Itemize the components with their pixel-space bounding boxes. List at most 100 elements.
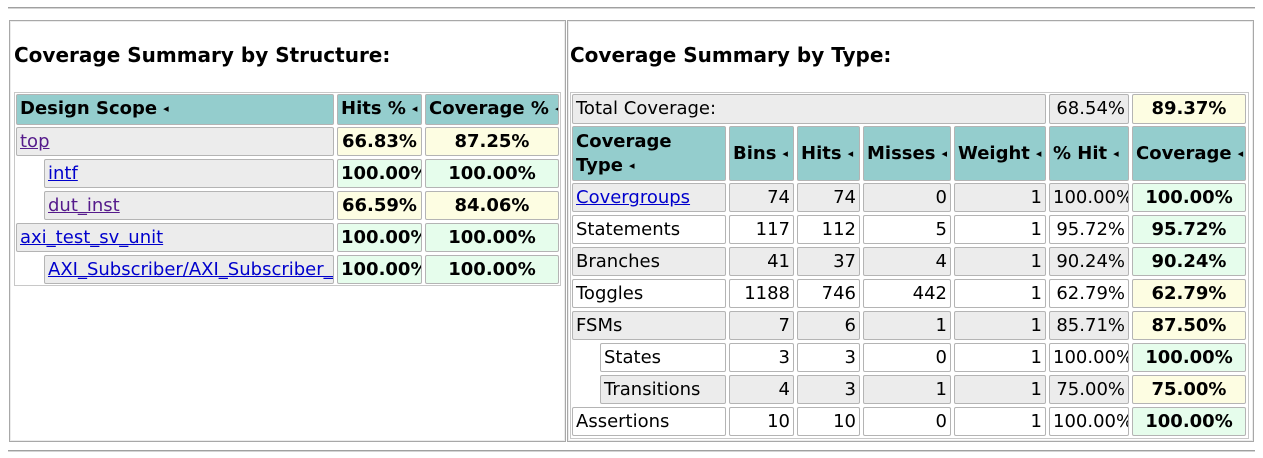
bins-cell: 7 <box>729 311 794 340</box>
weight-cell: 1 <box>954 375 1046 404</box>
type-row-transitions: Transitions <box>600 375 726 404</box>
header-label: Weight <box>958 143 1030 164</box>
misses-cell: 442 <box>863 279 951 308</box>
hits-cell: 74 <box>797 183 860 212</box>
coverage-cell: 87.25% <box>425 127 559 156</box>
hits-cell: 66.59% <box>337 191 422 220</box>
sort-arrow-icon: ◂ <box>163 102 169 115</box>
header-label: % Hit <box>1053 143 1108 164</box>
misses-cell: 4 <box>863 247 951 276</box>
coverage-cell: 84.06% <box>425 191 559 220</box>
design-scope-header[interactable]: Design Scope ◂ <box>16 94 334 125</box>
hits-pct-header[interactable]: Hits % ◂ <box>337 94 422 125</box>
misses-cell: 5 <box>863 215 951 244</box>
hits-cell: 100.00% <box>337 223 422 252</box>
bins-cell: 117 <box>729 215 794 244</box>
scope-row-top: top <box>16 127 334 156</box>
coverage-type-header[interactable]: Coverage Type ◂ <box>572 126 726 181</box>
total-hit-cell: 68.54% <box>1049 94 1129 124</box>
weight-header[interactable]: Weight ◂ <box>954 126 1046 181</box>
coverage-cell: 90.24% <box>1132 247 1246 276</box>
coverage-cell: 100.00% <box>425 255 559 284</box>
coverage-pct-header[interactable]: Coverage % ◂ <box>425 94 559 125</box>
bins-header[interactable]: Bins ◂ <box>729 126 794 181</box>
type-row-branches: Branches <box>572 247 726 276</box>
misses-cell: 0 <box>863 183 951 212</box>
coverage-header[interactable]: Coverage ◂ <box>1132 126 1246 181</box>
scope-link[interactable]: top <box>20 131 50 152</box>
sort-arrow-icon: ◂ <box>847 147 854 160</box>
top-divider <box>8 7 1255 9</box>
hits-cell: 3 <box>797 375 860 404</box>
hits-cell: 746 <box>797 279 860 308</box>
bins-cell: 1188 <box>729 279 794 308</box>
weight-cell: 1 <box>954 279 1046 308</box>
hits-cell: 100.00% <box>337 159 422 188</box>
pct-hit-cell: 100.00% <box>1049 343 1129 372</box>
structure-title: Coverage Summary by Structure: <box>14 43 391 67</box>
coverage-cell: 62.79% <box>1132 279 1246 308</box>
scope-row-dut-inst: dut_inst <box>44 191 334 220</box>
coverage-cell: 87.50% <box>1132 311 1246 340</box>
type-table <box>570 92 1249 439</box>
scope-link[interactable]: dut_inst <box>48 195 120 216</box>
structure-table <box>14 92 561 286</box>
type-row-states: States <box>600 343 726 372</box>
pct-hit-cell: 95.72% <box>1049 215 1129 244</box>
scope-link[interactable]: AXI_Subscriber/AXI_Subscriber__1 <box>48 259 334 280</box>
hits-cell: 112 <box>797 215 860 244</box>
sort-arrow-icon: ◂ <box>628 159 635 172</box>
sort-arrow-icon: ◂ <box>782 147 788 160</box>
header-label: Coverage <box>576 131 672 152</box>
coverage-cell: 100.00% <box>425 223 559 252</box>
bins-cell: 3 <box>729 343 794 372</box>
type-row-covergroups: Covergroups <box>572 183 726 212</box>
coverage-cell: 100.00% <box>1132 407 1246 436</box>
misses-cell: 1 <box>863 311 951 340</box>
header-label: Bins <box>733 143 777 164</box>
hits-cell: 10 <box>797 407 860 436</box>
header-label: Hits <box>801 143 842 164</box>
misses-cell: 0 <box>863 407 951 436</box>
hits-header[interactable]: Hits ◂ <box>797 126 860 181</box>
total-coverage-label: Total Coverage: <box>572 94 1046 124</box>
type-panel <box>567 20 1254 442</box>
type-row-fsms: FSMs <box>572 311 726 340</box>
header-label: Hits % <box>341 98 406 119</box>
pct-hit-cell: 90.24% <box>1049 247 1129 276</box>
pct-hit-cell: 62.79% <box>1049 279 1129 308</box>
coverage-cell: 75.00% <box>1132 375 1246 404</box>
coverage-cell: 100.00% <box>1132 183 1246 212</box>
weight-cell: 1 <box>954 407 1046 436</box>
sort-arrow-icon: ◂ <box>555 102 558 115</box>
pct-hit-cell: 100.00% <box>1049 407 1129 436</box>
scope-link[interactable]: intf <box>48 163 78 184</box>
covergroups-link[interactable]: Covergroups <box>576 187 691 208</box>
total-coverage-cell: 89.37% <box>1132 94 1246 124</box>
header-label: Misses <box>867 143 936 164</box>
weight-cell: 1 <box>954 247 1046 276</box>
bins-cell: 10 <box>729 407 794 436</box>
sort-arrow-icon: ◂ <box>1237 147 1244 160</box>
scope-row-axi-test-sv-unit: axi_test_sv_unit <box>16 223 334 252</box>
hits-cell: 100.00% <box>337 255 422 284</box>
pct-hit-header[interactable]: % Hit ◂ <box>1049 126 1129 181</box>
header-label: Coverage % <box>429 98 549 119</box>
misses-header[interactable]: Misses ◂ <box>863 126 951 181</box>
pct-hit-cell: 100.00% <box>1049 183 1129 212</box>
sort-arrow-icon: ◂ <box>1035 147 1042 160</box>
type-row-assertions: Assertions <box>572 407 726 436</box>
sort-arrow-icon: ◂ <box>1113 147 1119 160</box>
weight-cell: 1 <box>954 311 1046 340</box>
hits-cell: 66.83% <box>337 127 422 156</box>
coverage-cell: 100.00% <box>425 159 559 188</box>
misses-cell: 1 <box>863 375 951 404</box>
sort-arrow-icon: ◂ <box>941 147 947 160</box>
scope-link[interactable]: axi_test_sv_unit <box>20 227 164 248</box>
structure-panel <box>9 20 566 442</box>
coverage-cell: 100.00% <box>1132 343 1246 372</box>
hits-cell: 37 <box>797 247 860 276</box>
coverage-cell: 95.72% <box>1132 215 1246 244</box>
type-row-toggles: Toggles <box>572 279 726 308</box>
bins-cell: 4 <box>729 375 794 404</box>
